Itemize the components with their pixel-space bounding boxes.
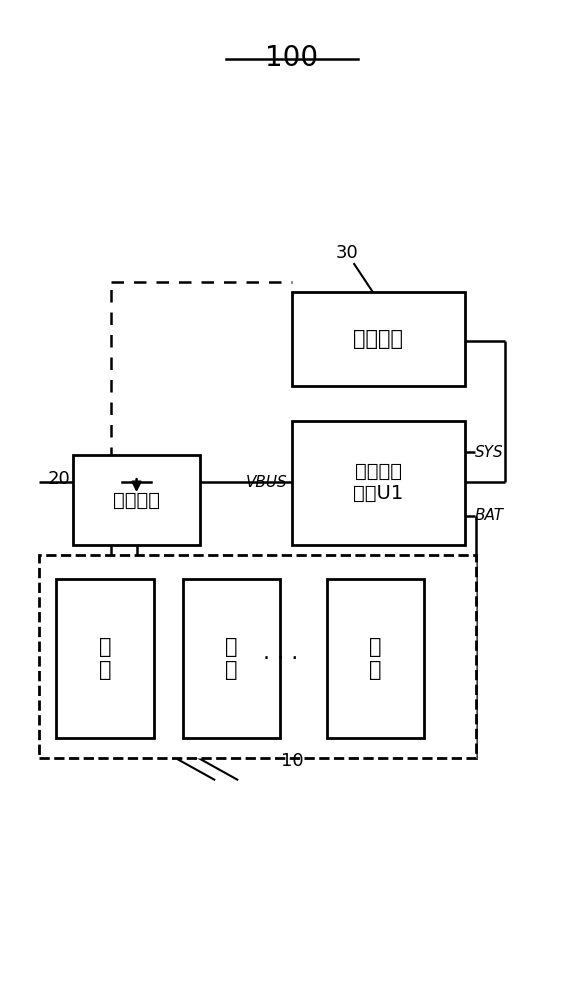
Text: 10: 10 <box>281 752 303 770</box>
FancyBboxPatch shape <box>326 579 425 738</box>
Text: VBUS: VBUS <box>246 475 287 490</box>
FancyBboxPatch shape <box>183 579 280 738</box>
Text: 控制模块: 控制模块 <box>353 329 404 349</box>
Text: 电
池: 电 池 <box>369 637 382 680</box>
Text: 20: 20 <box>47 470 70 488</box>
FancyBboxPatch shape <box>292 421 465 545</box>
Text: 开关模块: 开关模块 <box>113 490 160 510</box>
FancyBboxPatch shape <box>39 555 476 758</box>
Text: 30: 30 <box>335 244 358 262</box>
Text: · · ·: · · · <box>263 649 298 669</box>
Text: 电源管理
芯片U1: 电源管理 芯片U1 <box>353 462 404 503</box>
FancyBboxPatch shape <box>292 292 465 386</box>
FancyBboxPatch shape <box>73 455 200 545</box>
Text: SYS: SYS <box>475 445 503 460</box>
Text: BAT: BAT <box>475 508 504 523</box>
Text: 电
池: 电 池 <box>99 637 111 680</box>
FancyBboxPatch shape <box>56 579 154 738</box>
Text: 100: 100 <box>266 44 318 72</box>
Text: 电
池: 电 池 <box>225 637 238 680</box>
